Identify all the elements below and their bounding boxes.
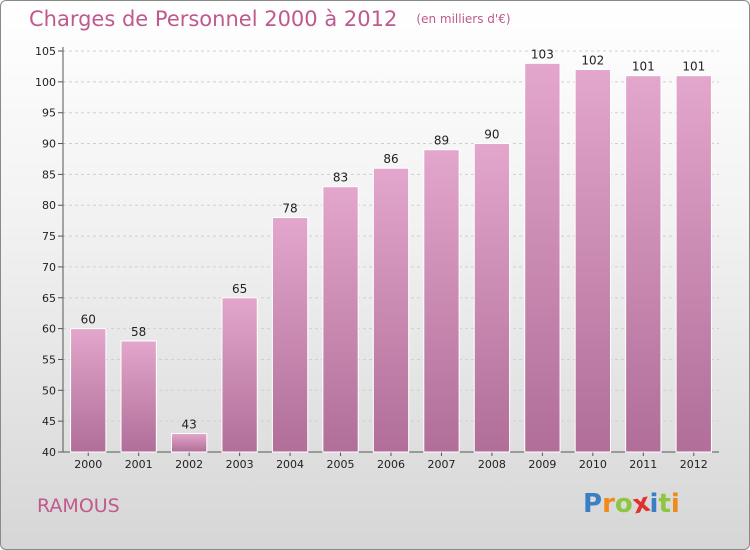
y-tick-label: 90	[42, 138, 56, 151]
y-tick-label: 95	[42, 107, 56, 120]
chart-subtitle: (en milliers d'€)	[416, 12, 511, 26]
x-tick-label-2009: 2009	[528, 458, 556, 471]
x-tick-label-2000: 2000	[74, 458, 102, 471]
y-tick-label: 80	[42, 199, 56, 212]
bar-2011	[625, 75, 662, 453]
logo-letter: o	[614, 489, 633, 519]
bar-2007	[423, 149, 460, 453]
value-label-2003: 65	[232, 282, 247, 296]
value-label-2007: 89	[434, 134, 449, 148]
bar-2010	[574, 69, 612, 453]
y-tick-label: 85	[42, 168, 56, 181]
y-tick-label: 75	[42, 230, 56, 243]
x-tick-label-2007: 2007	[427, 458, 455, 471]
bar-2001	[120, 340, 157, 453]
chart-title: Charges de Personnel 2000 à 2012	[29, 7, 398, 31]
y-tick-label: 50	[42, 384, 56, 397]
y-tick-label: 70	[42, 261, 56, 274]
bar-2002	[170, 432, 208, 453]
value-label-2004: 78	[282, 202, 297, 216]
value-label-2008: 90	[484, 128, 499, 142]
logo-letter: i	[649, 489, 659, 519]
x-tick-label-2001: 2001	[125, 458, 153, 471]
x-tick-label-2012: 2012	[680, 458, 708, 471]
x-tick-label-2002: 2002	[175, 458, 203, 471]
bars	[70, 62, 712, 453]
x-tick-label-2005: 2005	[327, 458, 355, 471]
bar-2004	[271, 217, 309, 453]
x-tick-label-2006: 2006	[377, 458, 405, 471]
value-label-2009: 103	[531, 47, 554, 61]
y-tick-label: 65	[42, 292, 56, 305]
logo-letter: i	[670, 489, 680, 519]
value-label-2012: 101	[682, 60, 705, 74]
value-label-2010: 102	[581, 54, 604, 68]
value-label-2001: 58	[131, 325, 146, 339]
chart-header: Charges de Personnel 2000 à 2012 (en mil…	[29, 7, 511, 31]
x-tick-label-2008: 2008	[478, 458, 506, 471]
bar-2000	[70, 328, 107, 453]
bar-2005	[322, 186, 359, 453]
x-tick-label-2004: 2004	[276, 458, 304, 471]
proxiti-logo[interactable]: Proxiti	[583, 488, 680, 521]
y-tick-label: 105	[35, 45, 56, 58]
value-label-2006: 86	[383, 152, 398, 166]
x-tick-label-2010: 2010	[579, 458, 607, 471]
bar-2012	[675, 75, 712, 453]
x-tick-label-2011: 2011	[629, 458, 657, 471]
y-tick-label: 60	[42, 323, 56, 336]
y-tick-label: 40	[42, 446, 56, 459]
y-tick-label: 55	[42, 353, 56, 366]
logo-letter: t	[658, 489, 671, 519]
value-label-2002: 43	[182, 417, 197, 431]
labels: 60 2000 58 2001 43 2002 65 2003 78 2004 83 2005 86 20…	[74, 47, 708, 471]
bar-2009	[524, 62, 561, 453]
x-tick-label-2003: 2003	[226, 458, 254, 471]
bar-2003	[221, 297, 258, 453]
value-label-2000: 60	[81, 313, 96, 327]
city-name: RAMOUS	[37, 495, 120, 517]
y-tick-label: 45	[42, 415, 56, 428]
value-label-2005: 83	[333, 171, 348, 185]
value-label-2011: 101	[632, 60, 655, 74]
bar-2008	[473, 143, 511, 453]
logo-letter: r	[602, 489, 615, 519]
logo-letter: P	[583, 489, 603, 519]
y-tick-label: 100	[35, 76, 56, 89]
bar-2006	[372, 167, 410, 453]
